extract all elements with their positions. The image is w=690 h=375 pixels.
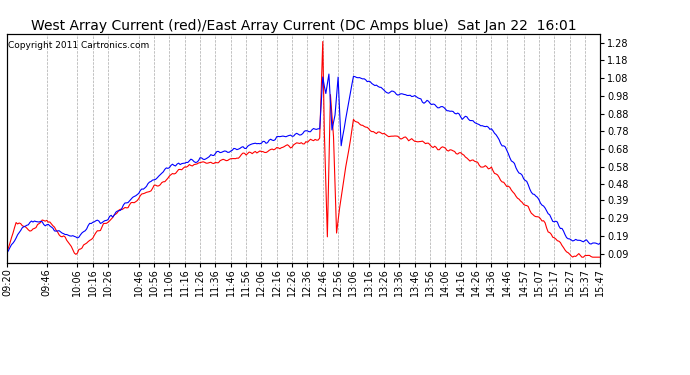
- Title: West Array Current (red)/East Array Current (DC Amps blue)  Sat Jan 22  16:01: West Array Current (red)/East Array Curr…: [31, 19, 576, 33]
- Text: Copyright 2011 Cartronics.com: Copyright 2011 Cartronics.com: [8, 40, 149, 50]
